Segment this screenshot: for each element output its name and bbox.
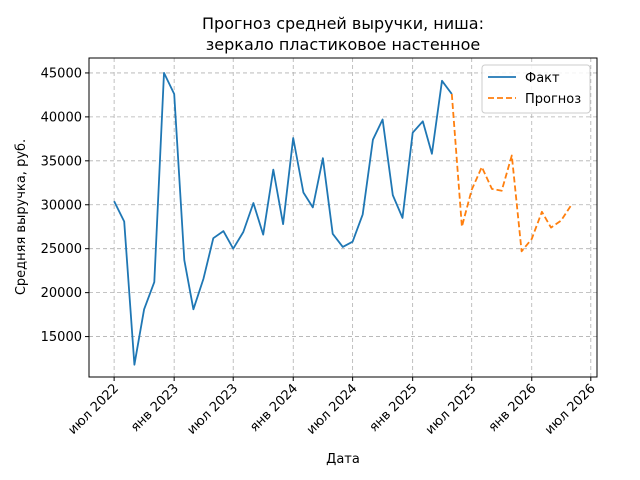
x-tick-label: янв 2023 (128, 381, 182, 435)
grid-lines (89, 58, 597, 377)
series-layer (113, 72, 572, 366)
series-line-forecast (450, 93, 572, 253)
x-tick-label: янв 2024 (247, 381, 301, 435)
y-tick-label: 25000 (41, 242, 82, 257)
chart-title-line-2: зеркало пластиковое настенное (206, 35, 480, 54)
x-tick-label: июл 2023 (185, 381, 242, 438)
x-axis-ticks: июл 2022 янв 2023 июл 2023 янв 2024 июл 2024… (65, 377, 599, 438)
x-tick-label: янв 2026 (486, 381, 540, 435)
x-axis-label: Дата (326, 452, 360, 467)
x-tick-label: янв 2025 (367, 381, 421, 435)
y-tick-label: 30000 (41, 198, 82, 213)
y-tick-label: 15000 (41, 330, 82, 345)
y-tick-label: 40000 (41, 110, 82, 125)
legend: Факт Прогноз (481, 64, 591, 114)
x-tick-label: июл 2022 (65, 381, 122, 438)
y-axis-label: Средняя выручка, руб. (14, 139, 29, 295)
y-axis-ticks: 15000 20000 25000 30000 35000 40000 45000 (41, 66, 89, 345)
legend-label-fact: Факт (525, 71, 560, 86)
chart-title-line-1: Прогноз средней выручки, ниша: (202, 14, 484, 33)
x-tick-label: июл 2026 (542, 381, 599, 438)
series-line-fact (113, 72, 453, 366)
y-tick-label: 35000 (41, 154, 82, 169)
y-tick-label: 20000 (41, 286, 82, 301)
plot-area-frame (88, 57, 598, 378)
legend-label-forecast: Прогноз (525, 92, 581, 107)
y-tick-label: 45000 (41, 66, 82, 81)
x-tick-label: июл 2025 (423, 381, 480, 438)
x-tick-label: июл 2024 (304, 381, 361, 438)
